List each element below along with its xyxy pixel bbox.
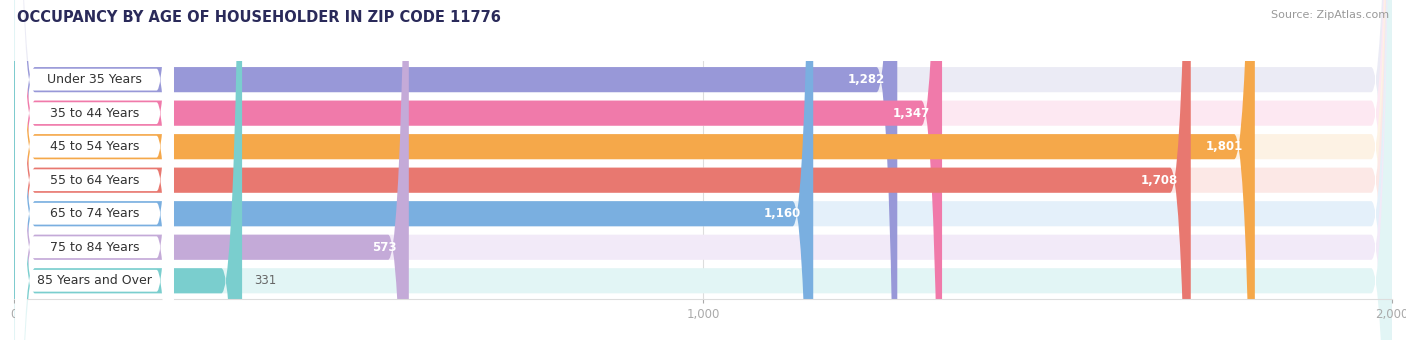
Text: 1,801: 1,801 [1205,140,1243,153]
Text: 75 to 84 Years: 75 to 84 Years [51,241,139,254]
FancyBboxPatch shape [14,0,1254,340]
FancyBboxPatch shape [15,0,174,340]
FancyBboxPatch shape [14,0,1191,340]
FancyBboxPatch shape [15,0,174,340]
FancyBboxPatch shape [15,0,174,340]
Text: 573: 573 [373,241,396,254]
FancyBboxPatch shape [15,0,174,340]
FancyBboxPatch shape [14,0,813,340]
Text: 331: 331 [254,274,277,287]
FancyBboxPatch shape [14,0,942,340]
FancyBboxPatch shape [15,0,174,340]
Text: 55 to 64 Years: 55 to 64 Years [51,174,139,187]
FancyBboxPatch shape [14,0,1392,340]
Text: Under 35 Years: Under 35 Years [48,73,142,86]
Text: 45 to 54 Years: 45 to 54 Years [51,140,139,153]
Text: 1,160: 1,160 [763,207,801,220]
Text: 1,282: 1,282 [848,73,884,86]
FancyBboxPatch shape [14,0,897,340]
FancyBboxPatch shape [14,0,1392,340]
Text: 1,347: 1,347 [893,107,929,120]
Text: 35 to 44 Years: 35 to 44 Years [51,107,139,120]
FancyBboxPatch shape [14,0,1392,340]
Text: 1,708: 1,708 [1142,174,1178,187]
FancyBboxPatch shape [15,0,174,340]
FancyBboxPatch shape [14,0,242,340]
FancyBboxPatch shape [15,0,174,340]
FancyBboxPatch shape [14,0,409,340]
FancyBboxPatch shape [14,0,1392,340]
Text: 85 Years and Over: 85 Years and Over [37,274,152,287]
FancyBboxPatch shape [14,0,1392,340]
Text: 65 to 74 Years: 65 to 74 Years [51,207,139,220]
Text: OCCUPANCY BY AGE OF HOUSEHOLDER IN ZIP CODE 11776: OCCUPANCY BY AGE OF HOUSEHOLDER IN ZIP C… [17,10,501,25]
FancyBboxPatch shape [14,0,1392,340]
FancyBboxPatch shape [14,0,1392,340]
Text: Source: ZipAtlas.com: Source: ZipAtlas.com [1271,10,1389,20]
